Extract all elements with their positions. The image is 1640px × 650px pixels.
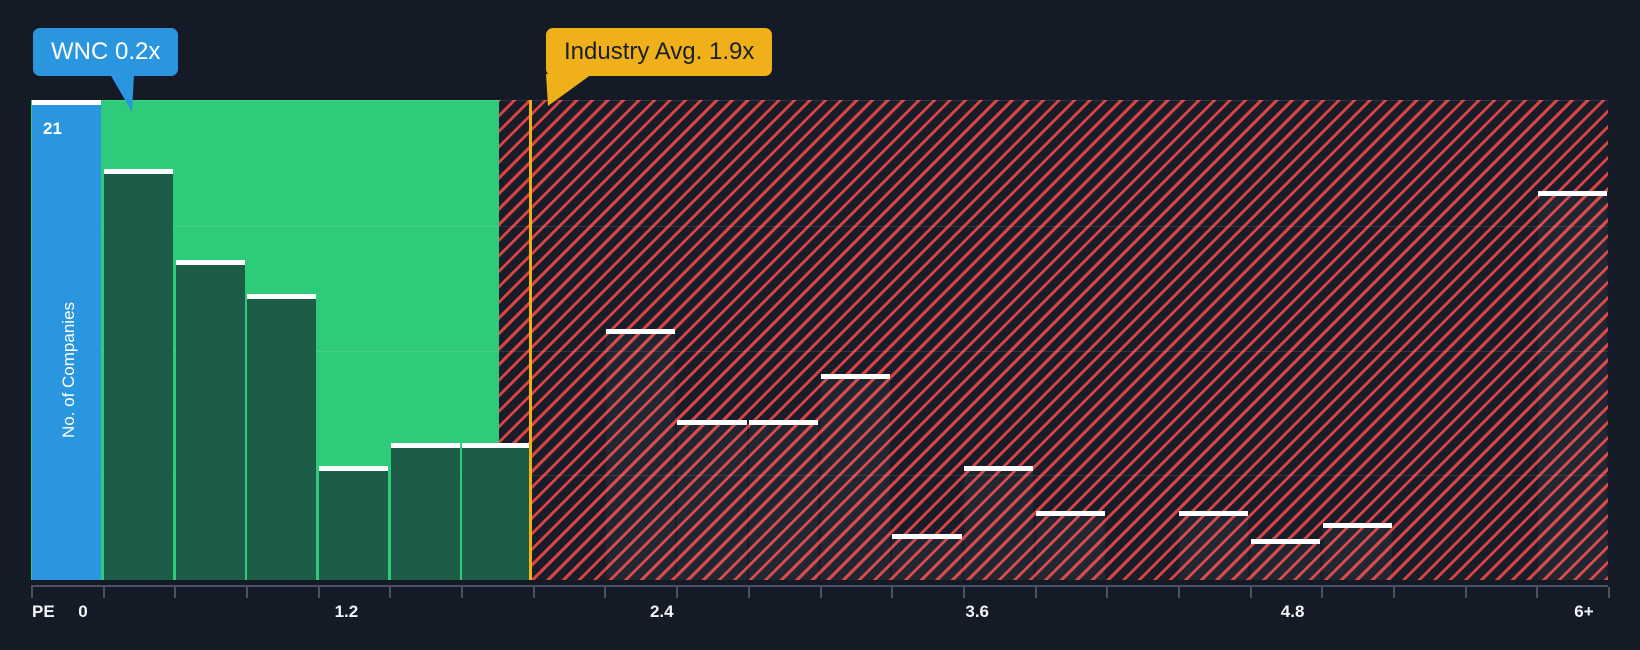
bar-separator — [101, 100, 105, 580]
bar-cap — [605, 328, 675, 334]
y-axis-max-value: 21 — [43, 119, 62, 138]
bar-cap — [1250, 538, 1320, 544]
bar-cap — [964, 465, 1034, 471]
bar-cap — [1035, 511, 1105, 517]
bar-cap — [677, 420, 747, 425]
x-tick-label: 0 — [78, 602, 88, 621]
bar-cap — [1322, 522, 1392, 528]
bar-highlighted[interactable] — [32, 100, 102, 580]
x-tick — [102, 587, 105, 598]
x-tick — [819, 587, 822, 598]
bar[interactable] — [964, 465, 1034, 580]
x-tick — [1249, 587, 1252, 598]
bar-cap — [103, 168, 174, 174]
bar[interactable] — [247, 294, 317, 580]
bar-cap — [892, 534, 962, 540]
bar[interactable] — [1537, 191, 1607, 580]
bar-cap — [820, 374, 890, 380]
bar-cap — [1537, 191, 1607, 197]
x-tick — [1536, 587, 1539, 598]
bar-separator — [316, 100, 320, 580]
bar-cap — [462, 442, 532, 448]
x-tick-label: 1.2 — [334, 602, 359, 621]
x-tick — [1177, 587, 1180, 598]
x-tick — [1321, 587, 1324, 598]
bar-separator — [387, 100, 391, 580]
bar[interactable] — [103, 168, 174, 580]
bar[interactable] — [892, 534, 962, 580]
industry-avg-marker-line — [529, 100, 533, 580]
x-tick-label: 6+ — [1574, 602, 1594, 621]
x-tick — [389, 587, 392, 598]
bar-cap — [175, 260, 245, 265]
x-axis-line — [31, 585, 1608, 587]
x-tick — [246, 587, 249, 598]
bar-separator — [172, 100, 176, 580]
bar-cap — [1179, 511, 1249, 517]
bar-cap — [318, 465, 389, 471]
x-tick — [317, 587, 320, 598]
wnc-callout[interactable]: WNC 0.2x — [33, 28, 179, 77]
bar-separator — [459, 100, 463, 580]
x-tick — [31, 587, 33, 598]
x-tick — [461, 587, 464, 598]
bar[interactable] — [175, 260, 245, 580]
x-tick — [747, 587, 750, 598]
bar[interactable] — [820, 374, 890, 580]
bar[interactable] — [677, 420, 747, 580]
x-tick-label: 2.4 — [649, 602, 674, 621]
x-tick — [1106, 587, 1109, 598]
x-axis-title: PE — [32, 602, 55, 621]
bar-cap — [749, 420, 819, 425]
x-tick — [604, 587, 607, 598]
plot-area: No. of Companies — [31, 100, 1608, 580]
bar[interactable] — [605, 328, 675, 580]
bar-cap — [247, 294, 317, 300]
x-tick — [1464, 587, 1467, 598]
x-tick — [1392, 587, 1395, 598]
bar[interactable] — [318, 465, 389, 580]
x-tick — [676, 587, 679, 598]
bar-separator — [244, 100, 248, 580]
bar[interactable] — [462, 442, 532, 580]
x-tick — [891, 587, 894, 598]
bar[interactable] — [390, 442, 460, 580]
bar-cap — [390, 442, 460, 448]
x-tick-label: 4.8 — [1280, 602, 1305, 621]
x-tick — [1034, 587, 1037, 598]
x-tick — [1608, 587, 1610, 598]
x-tick-label: 3.6 — [965, 602, 990, 621]
x-tick — [962, 587, 965, 598]
bar[interactable] — [1179, 511, 1249, 580]
bar[interactable] — [749, 420, 819, 580]
bar[interactable] — [1035, 511, 1105, 580]
x-tick — [532, 587, 535, 598]
bar-cap — [32, 100, 102, 105]
bar[interactable] — [1322, 522, 1392, 580]
bar[interactable] — [1250, 538, 1320, 580]
overvalued-zone — [498, 100, 1608, 580]
x-tick — [174, 587, 177, 598]
industry-avg-callout[interactable]: Industry Avg. 1.9x — [546, 28, 773, 77]
